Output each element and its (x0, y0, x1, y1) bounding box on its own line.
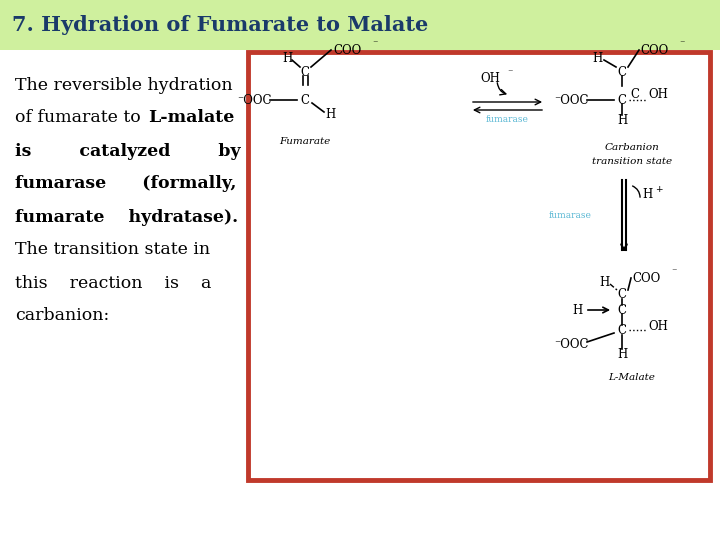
Text: OH: OH (648, 89, 668, 102)
Text: ⁻: ⁻ (372, 39, 377, 49)
Bar (248, 52, 710, 480)
Text: OH: OH (648, 320, 668, 333)
Text: H: H (617, 348, 627, 361)
Text: ⁻OOC: ⁻OOC (554, 93, 588, 106)
Text: C: C (618, 288, 626, 301)
Text: H: H (572, 303, 582, 316)
Text: C: C (618, 303, 626, 316)
Text: 7. Hydration of Fumarate to Malate: 7. Hydration of Fumarate to Malate (12, 15, 428, 35)
Text: carbanion:: carbanion: (15, 307, 109, 325)
Text: H: H (325, 109, 336, 122)
Text: H: H (617, 113, 627, 126)
Text: L-malate: L-malate (148, 110, 235, 126)
Text: The reversible hydration: The reversible hydration (15, 77, 233, 93)
Bar (0, 0, 720, 50)
Text: ⁻: ⁻ (507, 69, 513, 78)
Text: fumarase      (formally,: fumarase (formally, (15, 176, 236, 192)
Text: this    reaction    is    a: this reaction is a (15, 274, 212, 292)
Text: H: H (642, 188, 652, 201)
Text: COO: COO (333, 44, 361, 57)
Text: ⁻OOC: ⁻OOC (554, 339, 588, 352)
Text: Fumarate: Fumarate (279, 138, 330, 146)
Text: OH: OH (480, 71, 500, 84)
Text: C: C (618, 93, 626, 106)
Text: fumarase: fumarase (485, 116, 528, 125)
Text: COO: COO (640, 44, 668, 57)
Text: transition state: transition state (592, 158, 672, 166)
Text: C: C (300, 65, 310, 78)
Text: H: H (592, 51, 602, 64)
Text: C: C (618, 323, 626, 336)
Text: is        catalyzed        by: is catalyzed by (15, 143, 240, 159)
Text: ⁻OOC: ⁻OOC (237, 93, 271, 106)
Text: fumarase: fumarase (549, 211, 592, 219)
Text: Carbanion: Carbanion (605, 144, 660, 152)
Text: H: H (599, 275, 609, 288)
Text: H: H (282, 51, 292, 64)
Text: COO: COO (632, 272, 660, 285)
Text: ⁻: ⁻ (679, 39, 685, 49)
Text: C: C (300, 93, 310, 106)
Text: +: + (655, 186, 662, 194)
Text: L-Malate: L-Malate (608, 374, 655, 382)
Text: C: C (618, 65, 626, 78)
Text: ⁻: ⁻ (671, 267, 677, 276)
Text: fumarate    hydratase).: fumarate hydratase). (15, 208, 238, 226)
Text: of fumarate to: of fumarate to (15, 110, 146, 126)
Text: The transition state in: The transition state in (15, 241, 210, 259)
Text: C: C (630, 89, 639, 102)
